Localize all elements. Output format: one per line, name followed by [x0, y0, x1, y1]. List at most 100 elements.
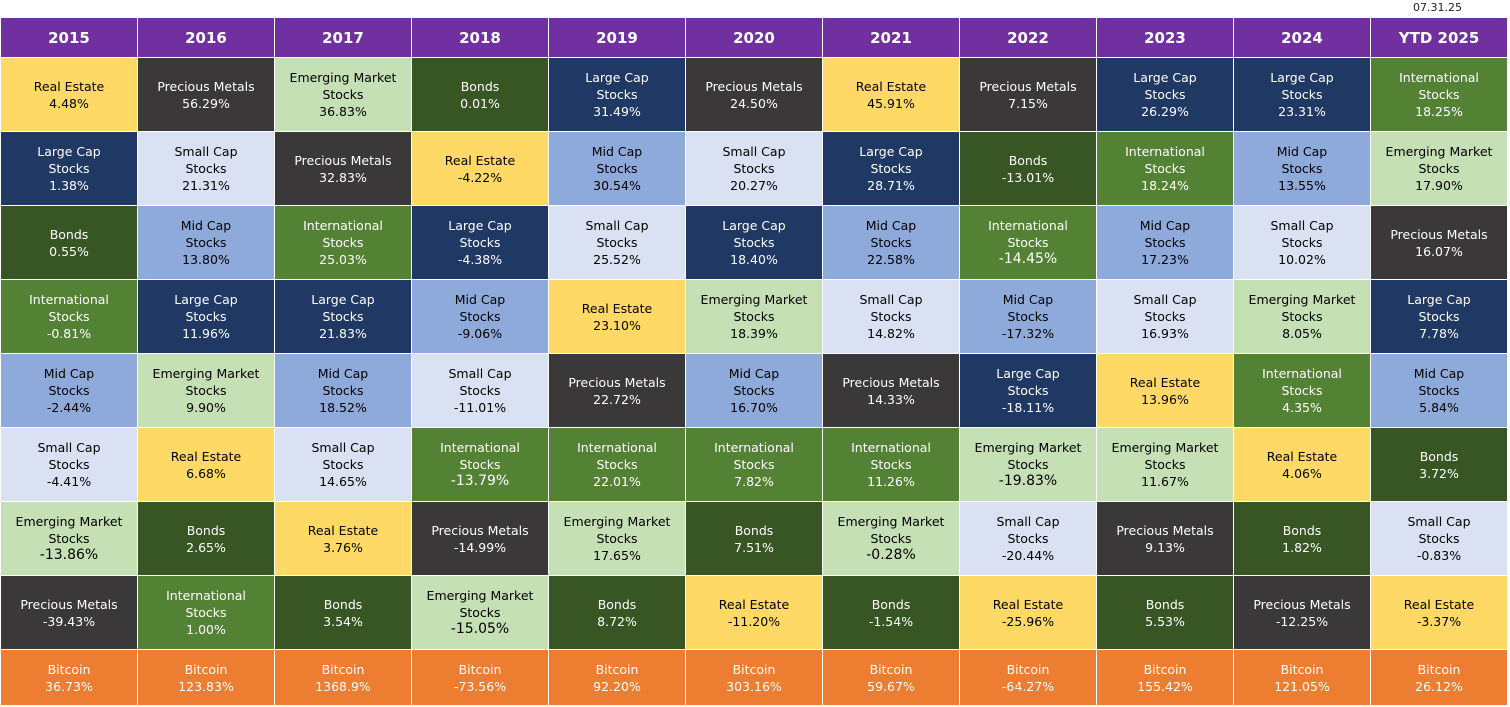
return-cell: Mid Cap Stocks 18.52% [275, 354, 412, 428]
return-value: 22.58% [867, 251, 915, 268]
asset-class-label: Large Cap Stocks [1270, 69, 1333, 103]
asset-class-label: Small Cap Stocks [37, 439, 100, 473]
asset-class-label: Small Cap Stocks [996, 513, 1059, 547]
return-value: 10.02% [1278, 251, 1326, 268]
year-header: 2023 [1097, 18, 1234, 58]
return-cell: Emerging Market Stocks 8.05% [1234, 280, 1371, 354]
year-header: 2024 [1234, 18, 1371, 58]
asset-class-label: Real Estate [171, 448, 241, 465]
return-value: -4.22% [458, 169, 502, 186]
asset-class-label: Small Cap Stocks [1270, 217, 1333, 251]
asset-class-label: Precious Metals [568, 374, 665, 391]
return-cell: Emerging Market Stocks 36.83% [275, 58, 412, 132]
bitcoin-return-cell: Bitcoin 59.67% [823, 650, 960, 706]
asset-class-label: Precious Metals [1116, 522, 1213, 539]
return-value: 18.39% [730, 325, 778, 342]
return-value: -13.79% [451, 473, 509, 490]
return-value: 16.93% [1141, 325, 1189, 342]
return-cell: Small Cap Stocks -0.83% [1371, 502, 1508, 576]
asset-class-label: International Stocks [166, 587, 246, 621]
asset-class-label: Real Estate [719, 596, 789, 613]
return-cell: Emerging Market Stocks -0.28% [823, 502, 960, 576]
return-cell: Bonds -1.54% [823, 576, 960, 650]
asset-class-label: Bitcoin [733, 661, 776, 678]
asset-class-label: Mid Cap Stocks [729, 365, 780, 399]
bitcoin-return-cell: Bitcoin -73.56% [412, 650, 549, 706]
return-cell: Small Cap Stocks -4.41% [1, 428, 138, 502]
return-value: 36.83% [319, 103, 367, 120]
asset-class-label: Small Cap Stocks [722, 143, 785, 177]
return-value: 14.65% [319, 473, 367, 490]
asset-class-label: International Stocks [988, 217, 1068, 251]
asset-class-label: Precious Metals [20, 596, 117, 613]
return-cell: Mid Cap Stocks 13.55% [1234, 132, 1371, 206]
as-of-date: 07.31.25 [1413, 1, 1462, 14]
return-cell: Real Estate 4.06% [1234, 428, 1371, 502]
return-cell: Large Cap Stocks 28.71% [823, 132, 960, 206]
asset-class-label: International Stocks [1125, 143, 1205, 177]
return-value: 23.31% [1278, 103, 1326, 120]
asset-class-label: Emerging Market Stocks [153, 365, 260, 399]
return-cell: Large Cap Stocks 11.96% [138, 280, 275, 354]
return-cell: Precious Metals 16.07% [1371, 206, 1508, 280]
return-value: 26.29% [1141, 103, 1189, 120]
return-cell: Small Cap Stocks 20.27% [686, 132, 823, 206]
asset-class-label: Real Estate [308, 522, 378, 539]
return-value: 13.80% [182, 251, 230, 268]
asset-class-label: International Stocks [577, 439, 657, 473]
return-cell: Small Cap Stocks 14.82% [823, 280, 960, 354]
return-cell: Small Cap Stocks -20.44% [960, 502, 1097, 576]
asset-class-label: Bonds [1420, 448, 1459, 465]
asset-class-label: Real Estate [1404, 596, 1474, 613]
return-value: -39.43% [43, 613, 95, 630]
return-cell: International Stocks -14.45% [960, 206, 1097, 280]
return-value: 17.90% [1415, 177, 1463, 194]
return-cell: Large Cap Stocks 18.40% [686, 206, 823, 280]
return-value: -14.99% [454, 539, 506, 556]
return-cell: Small Cap Stocks 16.93% [1097, 280, 1234, 354]
return-value: 3.76% [323, 539, 363, 556]
asset-class-label: International Stocks [440, 439, 520, 473]
return-value: 155.42% [1137, 678, 1193, 695]
return-cell: Bonds 2.65% [138, 502, 275, 576]
return-value: -3.37% [1417, 613, 1461, 630]
asset-class-label: Large Cap Stocks [37, 143, 100, 177]
asset-class-label: Small Cap Stocks [311, 439, 374, 473]
return-cell: Precious Metals 22.72% [549, 354, 686, 428]
return-cell: Bonds 0.55% [1, 206, 138, 280]
return-value: 9.90% [186, 399, 226, 416]
asset-class-label: Bonds [872, 596, 911, 613]
asset-class-label: Emerging Market Stocks [16, 513, 123, 547]
return-cell: Precious Metals -12.25% [1234, 576, 1371, 650]
asset-class-label: Bitcoin [322, 661, 365, 678]
return-cell: Precious Metals 14.33% [823, 354, 960, 428]
asset-class-label: Mid Cap Stocks [1003, 291, 1054, 325]
return-cell: International Stocks -13.79% [412, 428, 549, 502]
bitcoin-return-cell: Bitcoin 123.83% [138, 650, 275, 706]
asset-class-label: Emerging Market Stocks [1112, 439, 1219, 473]
return-value: 4.35% [1282, 399, 1322, 416]
return-value: 121.05% [1274, 678, 1330, 695]
asset-class-label: Precious Metals [157, 78, 254, 95]
return-value: -2.44% [47, 399, 91, 416]
return-cell: Real Estate -3.37% [1371, 576, 1508, 650]
return-cell: Emerging Market Stocks 11.67% [1097, 428, 1234, 502]
return-cell: Small Cap Stocks 14.65% [275, 428, 412, 502]
return-cell: International Stocks 18.25% [1371, 58, 1508, 132]
return-value: -14.45% [999, 251, 1057, 268]
asset-class-label: Bonds [324, 596, 363, 613]
return-cell: Small Cap Stocks -11.01% [412, 354, 549, 428]
return-cell: Real Estate 4.48% [1, 58, 138, 132]
return-cell: Precious Metals -14.99% [412, 502, 549, 576]
asset-class-label: Real Estate [582, 300, 652, 317]
asset-class-label: Small Cap Stocks [1407, 513, 1470, 547]
return-value: 11.67% [1141, 473, 1189, 490]
asset-class-label: Bitcoin [596, 661, 639, 678]
asset-class-label: Precious Metals [979, 78, 1076, 95]
return-value: 26.12% [1415, 678, 1463, 695]
asset-class-label: Emerging Market Stocks [701, 291, 808, 325]
year-header: 2019 [549, 18, 686, 58]
return-cell: Bonds 1.82% [1234, 502, 1371, 576]
year-header: 2018 [412, 18, 549, 58]
return-value: 14.82% [867, 325, 915, 342]
